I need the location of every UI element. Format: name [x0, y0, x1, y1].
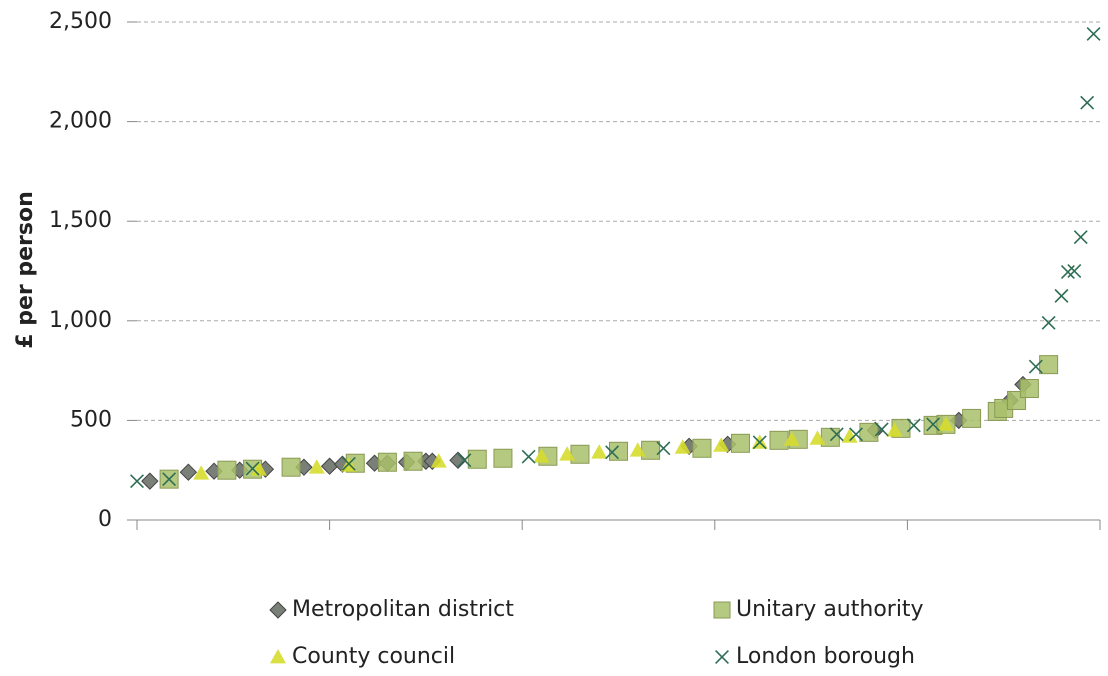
x-marker [130, 474, 144, 489]
diamond-marker [141, 472, 159, 490]
square-marker [609, 441, 628, 461]
triangle-marker [533, 448, 550, 463]
x-marker [1054, 288, 1069, 303]
x-marker [1080, 95, 1095, 110]
x-marker [849, 427, 864, 442]
triangle-marker [937, 416, 954, 431]
y-tick-label: 1,500 [49, 208, 112, 233]
x-marker [521, 449, 536, 464]
x-marker [874, 422, 889, 437]
triangle-marker [886, 422, 903, 437]
x-marker [715, 650, 729, 664]
square-marker [377, 452, 397, 472]
diamond-marker [269, 601, 287, 619]
square-marker [217, 460, 237, 480]
x-marker [605, 445, 620, 460]
x-marker [829, 427, 844, 442]
legend-label: London borough [736, 644, 915, 669]
legend-label: Unitary authority [736, 597, 924, 622]
x-marker [1067, 264, 1082, 278]
x-marker [1041, 315, 1056, 330]
square-marker [403, 451, 423, 471]
y-tick-label: 2,500 [49, 9, 112, 34]
legend-label: Metropolitan district [292, 597, 514, 622]
y-tick-label: 1,000 [49, 308, 112, 333]
square-marker [730, 433, 750, 453]
triangle-marker [783, 431, 800, 446]
triangle-marker [308, 459, 325, 474]
triangle-marker [713, 437, 730, 452]
triangle-marker [430, 453, 447, 468]
x-marker [1073, 230, 1088, 245]
square-marker [467, 449, 487, 469]
x-marker [245, 461, 260, 476]
x-marker [752, 435, 767, 450]
diamond-marker [179, 463, 198, 481]
x-marker [906, 418, 921, 433]
triangle-marker [270, 649, 286, 664]
square-marker [692, 438, 712, 458]
triangle-marker [629, 442, 646, 457]
y-tick-label: 0 [98, 507, 112, 532]
y-tick-label: 500 [70, 407, 112, 432]
legend-label: County council [292, 644, 455, 669]
square-marker [859, 422, 879, 442]
square-marker [493, 448, 513, 468]
square-marker [769, 430, 789, 450]
diamond-marker [449, 451, 467, 469]
triangle-marker [559, 446, 576, 461]
x-marker [341, 456, 356, 471]
y-tick-label: 2,000 [49, 109, 112, 134]
triangle-marker [591, 444, 608, 459]
triangle-marker [809, 430, 826, 445]
square-marker [713, 601, 731, 619]
triangle-marker [193, 465, 210, 480]
triangle-marker [841, 428, 858, 443]
y-axis-label: £ per person [13, 191, 38, 349]
triangle-marker [674, 439, 691, 454]
square-marker [1019, 379, 1039, 399]
x-marker [457, 453, 472, 468]
x-marker [1028, 359, 1043, 374]
x-marker [656, 441, 671, 456]
x-marker [162, 472, 177, 487]
square-marker [281, 457, 301, 477]
square-marker [962, 408, 982, 428]
x-marker [1086, 26, 1101, 41]
x-marker [926, 417, 941, 432]
diamond-marker [320, 457, 339, 475]
square-marker [1039, 355, 1059, 375]
